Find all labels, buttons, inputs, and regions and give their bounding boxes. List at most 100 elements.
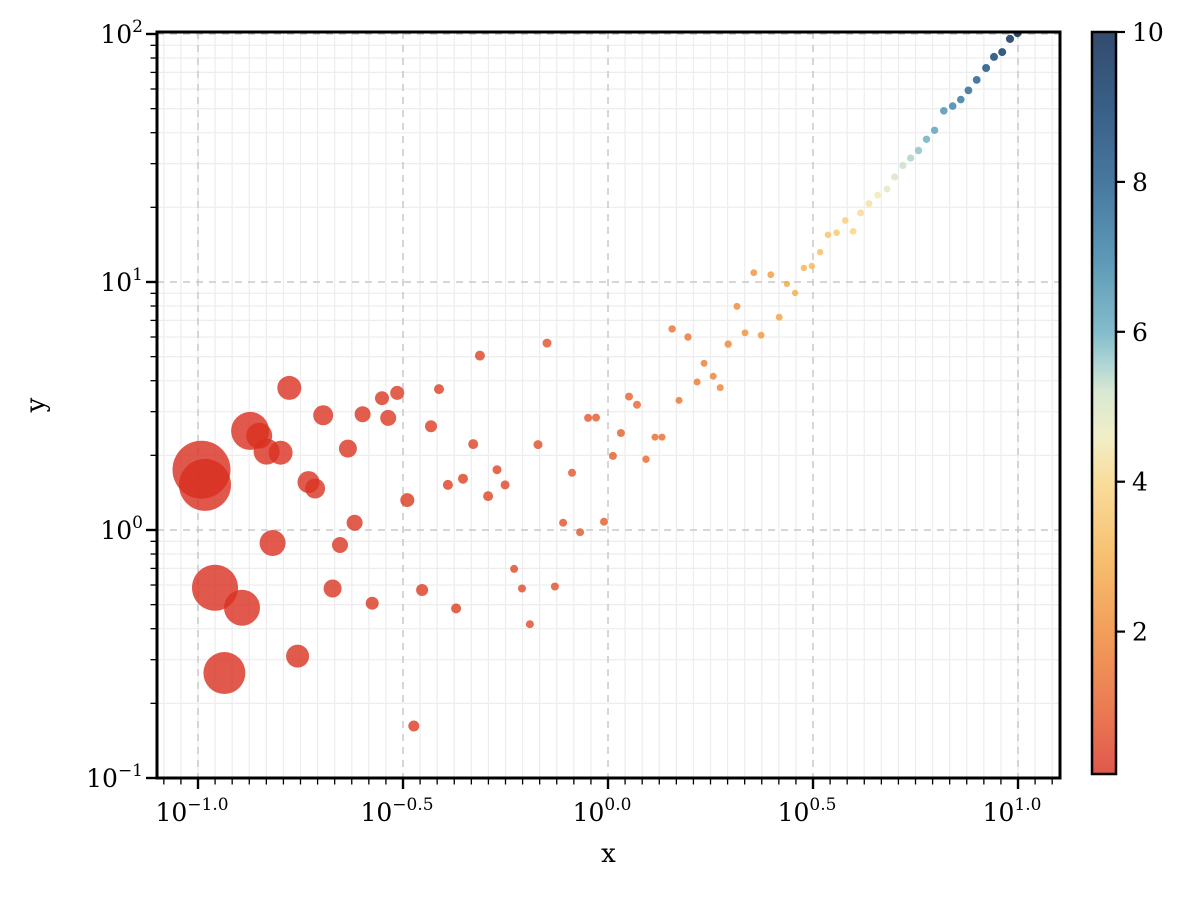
data-point	[380, 409, 397, 426]
data-point	[286, 644, 310, 668]
data-point	[559, 518, 568, 527]
data-point	[684, 333, 692, 341]
y-tick-label: 102	[100, 17, 143, 49]
colorbar-ticks	[1117, 30, 1125, 633]
data-point	[375, 391, 389, 406]
data-point	[808, 262, 815, 270]
data-point	[891, 173, 899, 181]
data-point	[354, 406, 371, 423]
data-point	[998, 48, 1007, 57]
data-point	[608, 451, 617, 460]
data-point	[434, 384, 444, 395]
data-point	[442, 479, 453, 490]
data-point	[458, 473, 468, 484]
data-point	[346, 514, 363, 531]
data-point	[483, 491, 494, 502]
data-point	[990, 52, 998, 61]
data-point	[922, 135, 931, 143]
data-point	[323, 579, 342, 598]
x-tick-label: 100.0	[573, 795, 632, 827]
data-point	[948, 102, 957, 110]
data-point	[584, 413, 593, 422]
data-point	[675, 396, 683, 404]
data-point	[757, 331, 765, 339]
data-point	[305, 478, 326, 499]
data-point	[849, 228, 857, 235]
y-tick-label: 100	[100, 513, 143, 545]
data-point	[899, 161, 907, 170]
data-point	[874, 191, 882, 199]
data-point	[841, 217, 849, 224]
data-point	[576, 528, 585, 537]
data-point	[982, 64, 991, 72]
data-point	[883, 185, 891, 193]
colorbar-tick-label: 6	[1132, 318, 1148, 347]
data-point	[783, 280, 791, 288]
data-point	[542, 338, 552, 348]
data-point	[616, 429, 625, 437]
data-point	[857, 209, 865, 217]
data-point	[865, 200, 873, 208]
minor-gridlines	[157, 32, 1060, 778]
data-point	[518, 584, 526, 593]
data-point	[816, 248, 824, 256]
data-point	[964, 86, 973, 95]
data-point	[914, 146, 923, 155]
x-tick-label: 10−1.0	[155, 795, 228, 827]
y-tick-label: 101	[100, 265, 143, 297]
data-point	[833, 229, 840, 236]
axis-tick-labels: 10−1.0 10−0.5 100.0 100.5 101.0 102 101 100 10−1	[86, 17, 1041, 827]
data-point	[775, 313, 783, 321]
colorbar-tick-label: 4	[1132, 468, 1148, 497]
data-point	[259, 530, 286, 556]
x-tick-label: 100.5	[778, 795, 837, 827]
data-point	[600, 517, 608, 526]
data-point	[709, 372, 717, 380]
data-point	[338, 439, 357, 458]
data-point	[550, 582, 559, 591]
data-point	[625, 392, 633, 401]
data-point	[451, 603, 462, 614]
data-point	[533, 440, 543, 450]
data-point	[957, 95, 965, 104]
data-point	[592, 413, 600, 422]
y-axis-label: y	[21, 397, 51, 413]
colorbar-border	[1090, 30, 1118, 776]
x-tick-label: 10−0.5	[360, 795, 433, 827]
data-point	[750, 269, 758, 277]
data-point	[313, 405, 334, 426]
data-point	[693, 378, 701, 386]
x-tick-label: 101.0	[983, 795, 1042, 827]
data-point	[277, 375, 302, 400]
data-point	[510, 564, 519, 573]
data-point	[907, 154, 915, 162]
data-point	[972, 76, 981, 84]
data-point	[741, 329, 749, 337]
data-point	[824, 231, 832, 239]
data-point	[767, 271, 775, 279]
data-point	[791, 289, 799, 297]
data-point	[525, 620, 534, 629]
data-point	[642, 455, 650, 463]
colorbar: 2 4 6 8 10	[1090, 18, 1164, 776]
data-point	[930, 126, 939, 134]
colorbar-tick-label: 8	[1132, 168, 1148, 197]
data-point	[1005, 34, 1015, 44]
data-point	[400, 493, 415, 508]
data-point	[658, 433, 666, 441]
data-point	[651, 433, 659, 441]
data-point	[416, 584, 429, 596]
data-point	[365, 596, 379, 610]
data-point	[633, 400, 641, 409]
y-tick-label: 10−1	[86, 761, 143, 793]
data-point	[203, 652, 246, 694]
data-point	[468, 439, 479, 450]
colorbar-gradient	[1092, 32, 1116, 774]
data-point	[940, 107, 948, 115]
colorbar-tick-label: 10	[1132, 18, 1164, 47]
data-point	[425, 420, 437, 433]
data-point	[800, 264, 808, 272]
data-point	[700, 359, 708, 367]
